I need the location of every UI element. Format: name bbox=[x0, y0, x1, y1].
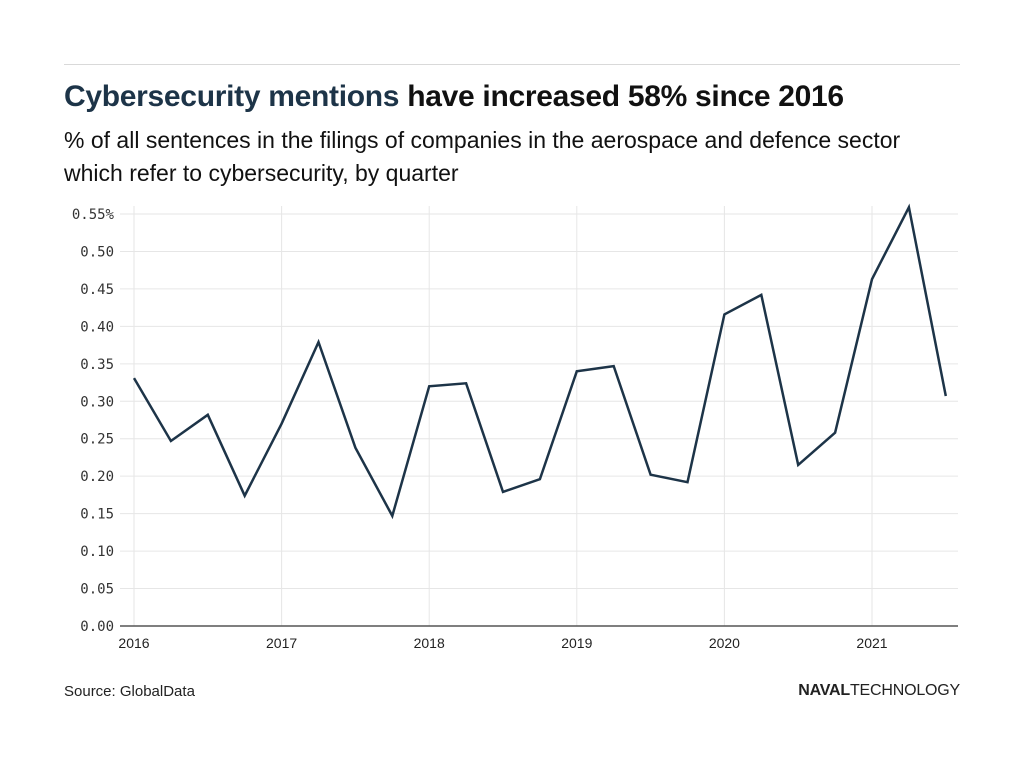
chart-subtitle: % of all sentences in the filings of com… bbox=[64, 127, 901, 186]
y-tick-label: 0.40 bbox=[80, 319, 114, 335]
y-tick-label: 0.35 bbox=[80, 357, 114, 373]
source-note: Source: GlobalData bbox=[64, 683, 195, 700]
x-gridlines bbox=[133, 206, 873, 626]
x-tick-label: 2017 bbox=[266, 635, 297, 651]
top-divider bbox=[64, 64, 960, 65]
y-tick-label: 0.10 bbox=[80, 544, 114, 560]
series-group bbox=[132, 203, 948, 520]
y-tick-label: 0.45 bbox=[80, 282, 114, 298]
series-line bbox=[132, 203, 948, 520]
chart-title-rest: have increased 58% since 2016 bbox=[399, 80, 844, 113]
y-tick-label: 0.50 bbox=[80, 244, 114, 260]
y-tick-label: 0.20 bbox=[80, 469, 114, 485]
chart-title-highlight: Cybersecurity mentions bbox=[64, 80, 400, 113]
x-tick-label: 2018 bbox=[414, 635, 445, 651]
y-tick-label: 0.30 bbox=[80, 394, 114, 410]
x-tick-label: 2019 bbox=[561, 635, 592, 651]
y-tick-label: 0.15 bbox=[80, 507, 114, 523]
brand-logo: NAVALTECHNOLOGY bbox=[798, 682, 960, 700]
chart-title: Cybersecurity mentions have increased 58… bbox=[64, 80, 844, 114]
brand-logo-bold: NAVAL bbox=[798, 682, 850, 699]
y-tick-label: 0.25 bbox=[80, 432, 114, 448]
y-axis-ticks: 0.55% 0.50 0.45 0.40 0.35 0.30 0.25 0.20 0.15 0.1… bbox=[72, 207, 115, 635]
y-tick-label: 0.00 bbox=[80, 619, 114, 635]
x-axis-ticks: 2016 2017 2018 2019 2020 2021 bbox=[118, 635, 887, 651]
x-tick-label: 2021 bbox=[856, 635, 887, 651]
y-tick-label: 0.05 bbox=[80, 582, 114, 598]
brand-logo-light: TECHNOLOGY bbox=[849, 682, 960, 699]
x-tick-label: 2020 bbox=[709, 635, 740, 651]
x-tick-label: 2016 bbox=[118, 635, 149, 651]
y-gridlines bbox=[120, 213, 958, 590]
y-tick-label: 0.55% bbox=[72, 207, 115, 223]
